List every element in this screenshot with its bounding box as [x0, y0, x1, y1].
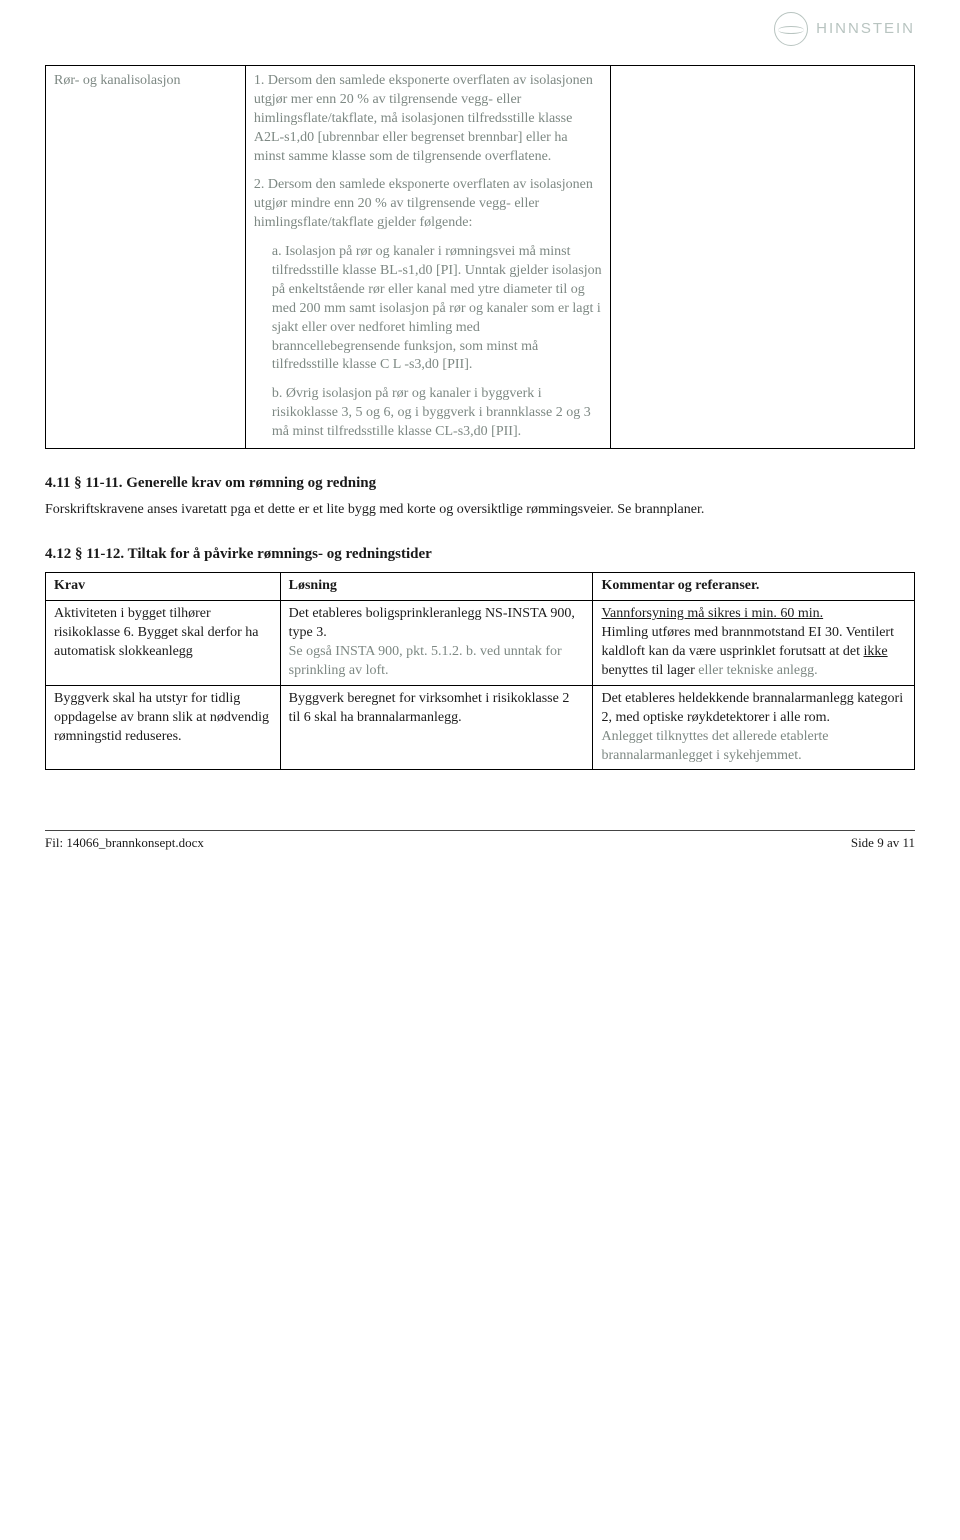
- section-411-title: 4.11 § 11-11. Generelle krav om rømning …: [45, 473, 915, 493]
- regulation-table: Rør- og kanalisolasjon 1. Dersom den sam…: [45, 65, 915, 449]
- footer-page: Side 9 av 11: [851, 834, 915, 852]
- logo-icon: [774, 12, 808, 46]
- section-411-body: Forskriftskravene anses ivaretatt pga et…: [45, 501, 915, 520]
- r2-kom-a: Det etableres heldekkende brannalarmanle…: [601, 691, 903, 725]
- r1-kom-a: Vannforsyning må sikres i min. 60 min.: [601, 606, 823, 621]
- r1-kom-b1: Himling utføres med brannmotstand EI 30.…: [601, 625, 894, 659]
- t1-pb: b. Øvrig isolasjon på rør og kanaler i b…: [254, 385, 602, 442]
- table-row: Aktiviteten i bygget tilhører risikoklas…: [46, 601, 915, 686]
- section-412-title: 4.12 § 11-12. Tiltak for å påvirke rømni…: [45, 544, 915, 564]
- table-row: Byggverk skal ha utstyr for tidlig oppda…: [46, 685, 915, 770]
- requirements-table: Krav Løsning Kommentar og referanser. Ak…: [45, 572, 915, 770]
- r2-los: Byggverk beregnet for virksomhet i risik…: [280, 685, 593, 770]
- th-kommentar: Kommentar og referanser.: [593, 573, 915, 601]
- t1-p1: 1. Dersom den samlede eksponerte overfla…: [254, 72, 602, 166]
- r1-krav: Aktiviteten i bygget tilhører risikoklas…: [46, 601, 281, 686]
- t1-col1: Rør- og kanalisolasjon: [46, 66, 246, 449]
- brand-text: HINNSTEIN: [816, 19, 915, 39]
- r2-kom: Det etableres heldekkende brannalarmanle…: [593, 685, 915, 770]
- t1-pa: a. Isolasjon på rør og kanaler i rømning…: [254, 243, 602, 375]
- th-krav: Krav: [46, 573, 281, 601]
- r2-krav: Byggverk skal ha utstyr for tidlig oppda…: [46, 685, 281, 770]
- r1-kom-b2: benyttes til lager: [601, 663, 698, 678]
- r1-kom-b3: eller tekniske anlegg.: [698, 663, 817, 678]
- footer-file: Fil: 14066_brannkonsept.docx: [45, 834, 204, 852]
- r1-kom-bu: ikke: [864, 644, 888, 659]
- t1-p2: 2. Dersom den samlede eksponerte overfla…: [254, 176, 602, 233]
- th-losning: Løsning: [280, 573, 593, 601]
- r2-kom-b: Anlegget tilknyttes det allerede etabler…: [601, 729, 828, 763]
- r1-los: Det etableres boligsprinkleranlegg NS-IN…: [280, 601, 593, 686]
- t1-col3: [610, 66, 914, 449]
- t1-col2: 1. Dersom den samlede eksponerte overfla…: [245, 66, 610, 449]
- page-footer: Fil: 14066_brannkonsept.docx Side 9 av 1…: [45, 830, 915, 852]
- brand-logo: HINNSTEIN: [774, 12, 915, 46]
- r1-los-b: Se også INSTA 900, pkt. 5.1.2. b. ved un…: [289, 644, 562, 678]
- r1-los-a: Det etableres boligsprinkleranlegg NS-IN…: [289, 606, 575, 640]
- r1-kom: Vannforsyning må sikres i min. 60 min. H…: [593, 601, 915, 686]
